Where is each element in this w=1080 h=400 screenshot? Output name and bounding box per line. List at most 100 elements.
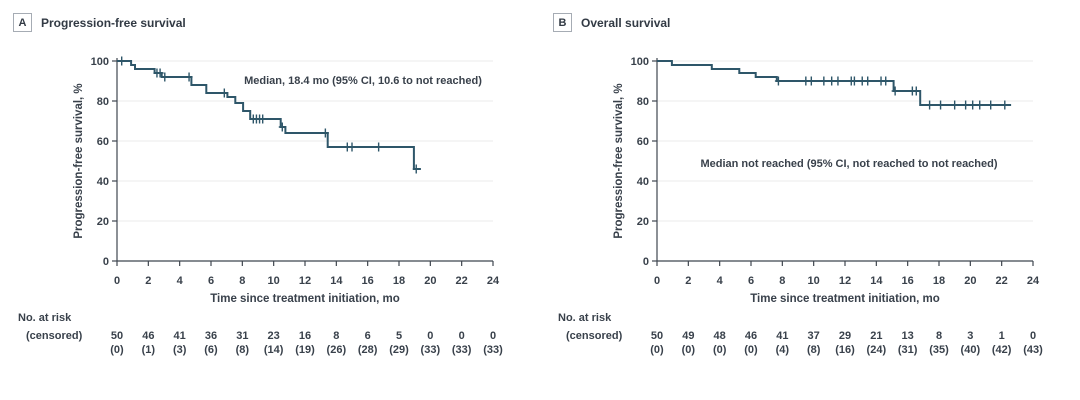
- y-tick-label-80: 80: [97, 96, 109, 108]
- y-tick-label-20: 20: [637, 216, 649, 228]
- panel-b-title: Overall survival: [581, 15, 671, 30]
- at-risk-count-m16: 6: [365, 330, 371, 342]
- y-tick-label-0: 0: [103, 256, 109, 268]
- at-risk-count-m24: 0: [1030, 330, 1036, 342]
- x-tick-label-8: 8: [779, 275, 785, 287]
- y-tick-label-20: 20: [97, 216, 109, 228]
- censored-count-m18: (35): [929, 344, 949, 356]
- at-risk-count-m24: 0: [490, 330, 496, 342]
- x-tick-label-22: 22: [456, 275, 468, 287]
- y-axis-label: Progression-free survival, %: [613, 83, 625, 238]
- at-risk-count-m2: 46: [142, 330, 154, 342]
- x-tick-label-10: 10: [808, 275, 820, 287]
- censored-count-m18: (29): [389, 344, 409, 356]
- x-tick-label-16: 16: [902, 275, 914, 287]
- censored-count-m16: (31): [898, 344, 918, 356]
- at-risk-count-m4: 41: [174, 330, 186, 342]
- censored-count-m8: (4): [776, 344, 790, 356]
- censor-mark-10: [278, 122, 286, 132]
- x-tick-label-22: 22: [996, 275, 1008, 287]
- censor-mark-19: [969, 100, 977, 110]
- survival-curve: [657, 60, 1012, 106]
- panel-a-title: Progression-free survival: [41, 15, 186, 30]
- censor-mark-14: [375, 142, 383, 152]
- at-risk-count-m8: 31: [236, 330, 248, 342]
- panel-a-header: A Progression-free survival: [13, 13, 186, 32]
- censored-count-m0: (0): [650, 344, 664, 356]
- at-risk-count-m2: 49: [682, 330, 694, 342]
- at-risk-count-m14: 21: [870, 330, 882, 342]
- censored-count-m2: (1): [142, 344, 156, 356]
- x-tick-label-18: 18: [393, 275, 405, 287]
- censor-mark-20: [976, 100, 984, 110]
- censor-mark-22: [1001, 100, 1009, 110]
- censor-mark-2: [156, 68, 164, 78]
- censored-count-m22: (42): [992, 344, 1012, 356]
- risk-table-label: No. at risk: [18, 312, 72, 324]
- censored-count-m14: (24): [867, 344, 887, 356]
- y-tick-label-0: 0: [643, 256, 649, 268]
- x-tick-label-4: 4: [717, 275, 724, 287]
- x-tick-label-6: 6: [208, 275, 214, 287]
- x-tick-label-6: 6: [748, 275, 754, 287]
- y-tick-label-80: 80: [637, 96, 649, 108]
- y-tick-label-100: 100: [91, 56, 109, 68]
- panel-b: B Overall survival 0 20 40 60 80 100 0 2 4 6 8 10 12…: [540, 0, 1080, 400]
- y-tick-label-60: 60: [97, 136, 109, 148]
- survival-curve: [117, 60, 421, 170]
- censored-count-m12: (16): [835, 344, 855, 356]
- x-tick-label-2: 2: [145, 275, 151, 287]
- censored-count-m10: (8): [807, 344, 821, 356]
- censored-count-m8: (8): [236, 344, 250, 356]
- censor-mark-14: [912, 86, 920, 96]
- censor-mark-0: [774, 76, 782, 86]
- x-tick-label-14: 14: [330, 275, 343, 287]
- censored-count-m20: (40): [961, 344, 981, 356]
- y-tick-label-40: 40: [637, 176, 649, 188]
- censored-count-m0: (0): [110, 344, 124, 356]
- censor-mark-16: [937, 100, 945, 110]
- censored-count-m24: (43): [1023, 344, 1043, 356]
- censor-mark-9: [864, 76, 872, 86]
- censored-count-m4: (0): [713, 344, 727, 356]
- x-tick-label-8: 8: [239, 275, 245, 287]
- censor-mark-3: [820, 76, 828, 86]
- censored-count-m6: (0): [744, 344, 758, 356]
- x-tick-label-18: 18: [933, 275, 945, 287]
- at-risk-count-m18: 5: [396, 330, 402, 342]
- censor-mark-15: [926, 100, 934, 110]
- censor-mark-4: [828, 76, 836, 86]
- censor-mark-11: [321, 128, 329, 138]
- x-tick-label-0: 0: [654, 275, 660, 287]
- censor-mark-9: [259, 114, 267, 124]
- censor-mark-13: [348, 142, 356, 152]
- censored-table-label: (censored): [566, 330, 623, 342]
- y-tick-label-100: 100: [631, 56, 649, 68]
- censor-mark-7: [850, 76, 858, 86]
- x-tick-label-24: 24: [1027, 275, 1040, 287]
- panel-a-tag: A: [13, 13, 32, 32]
- x-tick-label-12: 12: [839, 275, 851, 287]
- at-risk-count-m22: 0: [459, 330, 465, 342]
- censor-mark-12: [891, 86, 899, 96]
- at-risk-count-m6: 46: [745, 330, 757, 342]
- censor-mark-18: [962, 100, 970, 110]
- censor-mark-11: [882, 76, 890, 86]
- censored-count-m16: (28): [358, 344, 378, 356]
- at-risk-count-m0: 50: [111, 330, 123, 342]
- at-risk-count-m22: 1: [999, 330, 1005, 342]
- panel-b-tag: B: [553, 13, 572, 32]
- median-annotation: Median not reached (95% CI, not reached …: [700, 158, 997, 170]
- median-annotation: Median, 18.4 mo (95% CI, 10.6 to not rea…: [244, 75, 482, 87]
- x-tick-label-16: 16: [362, 275, 374, 287]
- x-tick-label-10: 10: [268, 275, 280, 287]
- at-risk-count-m0: 50: [651, 330, 663, 342]
- panel-a: A Progression-free survival 0 20 40 60 80 100…: [13, 13, 503, 356]
- censored-count-m22: (33): [452, 344, 472, 356]
- y-tick-label-60: 60: [637, 136, 649, 148]
- x-axis-label: Time since treatment initiation, mo: [210, 293, 400, 305]
- at-risk-count-m8: 41: [776, 330, 788, 342]
